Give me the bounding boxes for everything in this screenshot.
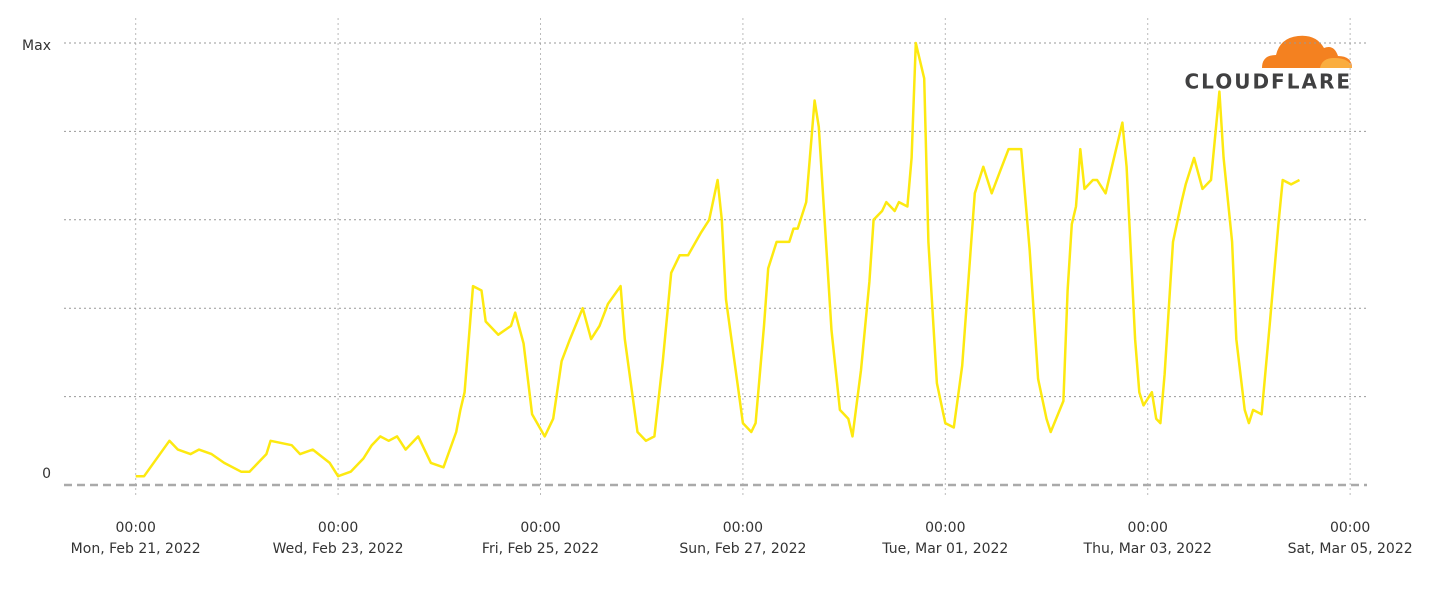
x-tick-label: Thu, Mar 03, 2022: [1083, 541, 1212, 557]
x-tick-label: Wed, Feb 23, 2022: [273, 541, 404, 557]
x-tick-label: 00:00: [318, 520, 358, 536]
x-tick-label: 00:00: [116, 520, 156, 536]
logo-text: CLOUDFLARE: [1185, 70, 1353, 94]
x-tick-label: Sun, Feb 27, 2022: [679, 541, 806, 557]
logo: CLOUDFLARE: [1185, 35, 1353, 94]
x-tick-label: 00:00: [925, 520, 965, 536]
x-tick-label: Tue, Mar 01, 2022: [881, 541, 1008, 557]
x-tick-label: Sat, Mar 05, 2022: [1288, 541, 1413, 557]
x-tick-label: 00:00: [723, 520, 763, 536]
logo-cloud-small: [1320, 58, 1352, 68]
x-tick-label: Fri, Feb 25, 2022: [482, 541, 599, 557]
traffic-line: [135, 41, 1301, 478]
x-tick-label: 00:00: [1330, 520, 1370, 536]
y-tick-label: 0: [42, 466, 51, 482]
x-tick-label: Mon, Feb 21, 2022: [71, 541, 201, 557]
x-tick-label: 00:00: [1128, 520, 1168, 536]
y-tick-label: Max: [22, 38, 51, 54]
x-tick-label: 00:00: [520, 520, 560, 536]
